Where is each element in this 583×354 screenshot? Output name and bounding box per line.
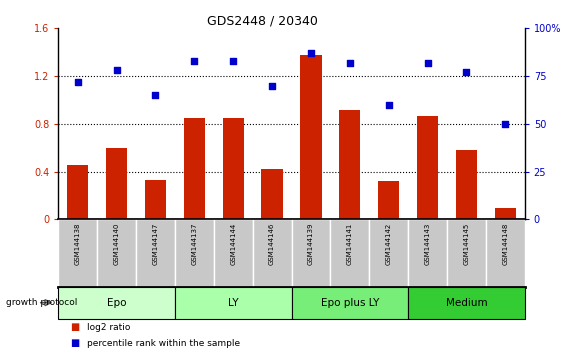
Bar <box>67 165 89 219</box>
Bar <box>331 219 369 287</box>
Point <box>268 83 277 88</box>
Bar <box>175 219 214 287</box>
Bar <box>58 219 97 287</box>
Text: ■: ■ <box>70 338 79 348</box>
Point <box>462 69 471 75</box>
Bar <box>175 287 292 319</box>
Text: Epo plus LY: Epo plus LY <box>321 298 379 308</box>
Point <box>112 68 121 73</box>
Text: GSM144143: GSM144143 <box>424 223 430 265</box>
Point <box>229 58 238 64</box>
Text: GSM144148: GSM144148 <box>503 223 508 265</box>
Text: GSM144138: GSM144138 <box>75 223 80 266</box>
Text: GSM144137: GSM144137 <box>191 223 197 266</box>
Bar <box>292 219 331 287</box>
Bar <box>369 219 408 287</box>
Text: GSM144144: GSM144144 <box>230 223 236 265</box>
Text: Medium: Medium <box>445 298 487 308</box>
Bar <box>223 118 244 219</box>
Text: GSM144139: GSM144139 <box>308 223 314 266</box>
Point <box>501 121 510 127</box>
Bar <box>106 148 127 219</box>
Text: percentile rank within the sample: percentile rank within the sample <box>87 339 241 348</box>
Text: Epo: Epo <box>107 298 127 308</box>
Text: log2 ratio: log2 ratio <box>87 323 131 332</box>
Bar <box>494 207 516 219</box>
Point <box>306 50 315 56</box>
Bar <box>300 55 322 219</box>
Bar <box>408 219 447 287</box>
Text: GSM144141: GSM144141 <box>347 223 353 265</box>
Point <box>189 58 199 64</box>
Bar <box>447 219 486 287</box>
Text: growth protocol: growth protocol <box>6 298 77 307</box>
Bar <box>417 115 438 219</box>
Text: ■: ■ <box>70 322 79 332</box>
Bar <box>252 219 292 287</box>
Point <box>423 60 432 65</box>
Bar <box>339 110 360 219</box>
Point <box>73 79 82 85</box>
Bar <box>292 287 408 319</box>
Text: GSM144147: GSM144147 <box>153 223 159 265</box>
Bar <box>145 180 166 219</box>
Bar <box>214 219 252 287</box>
Text: GSM144140: GSM144140 <box>114 223 120 265</box>
Bar <box>408 287 525 319</box>
Bar <box>261 169 283 219</box>
Bar <box>136 219 175 287</box>
Point <box>151 92 160 98</box>
Point <box>345 60 354 65</box>
Bar <box>58 287 175 319</box>
Bar <box>97 219 136 287</box>
Text: LY: LY <box>228 298 238 308</box>
Point <box>384 102 394 108</box>
Bar <box>456 150 477 219</box>
Text: GSM144146: GSM144146 <box>269 223 275 265</box>
Text: GDS2448 / 20340: GDS2448 / 20340 <box>207 14 318 27</box>
Bar <box>486 219 525 287</box>
Text: GSM144145: GSM144145 <box>463 223 469 265</box>
Text: GSM144142: GSM144142 <box>386 223 392 265</box>
Bar <box>378 181 399 219</box>
Bar <box>184 118 205 219</box>
